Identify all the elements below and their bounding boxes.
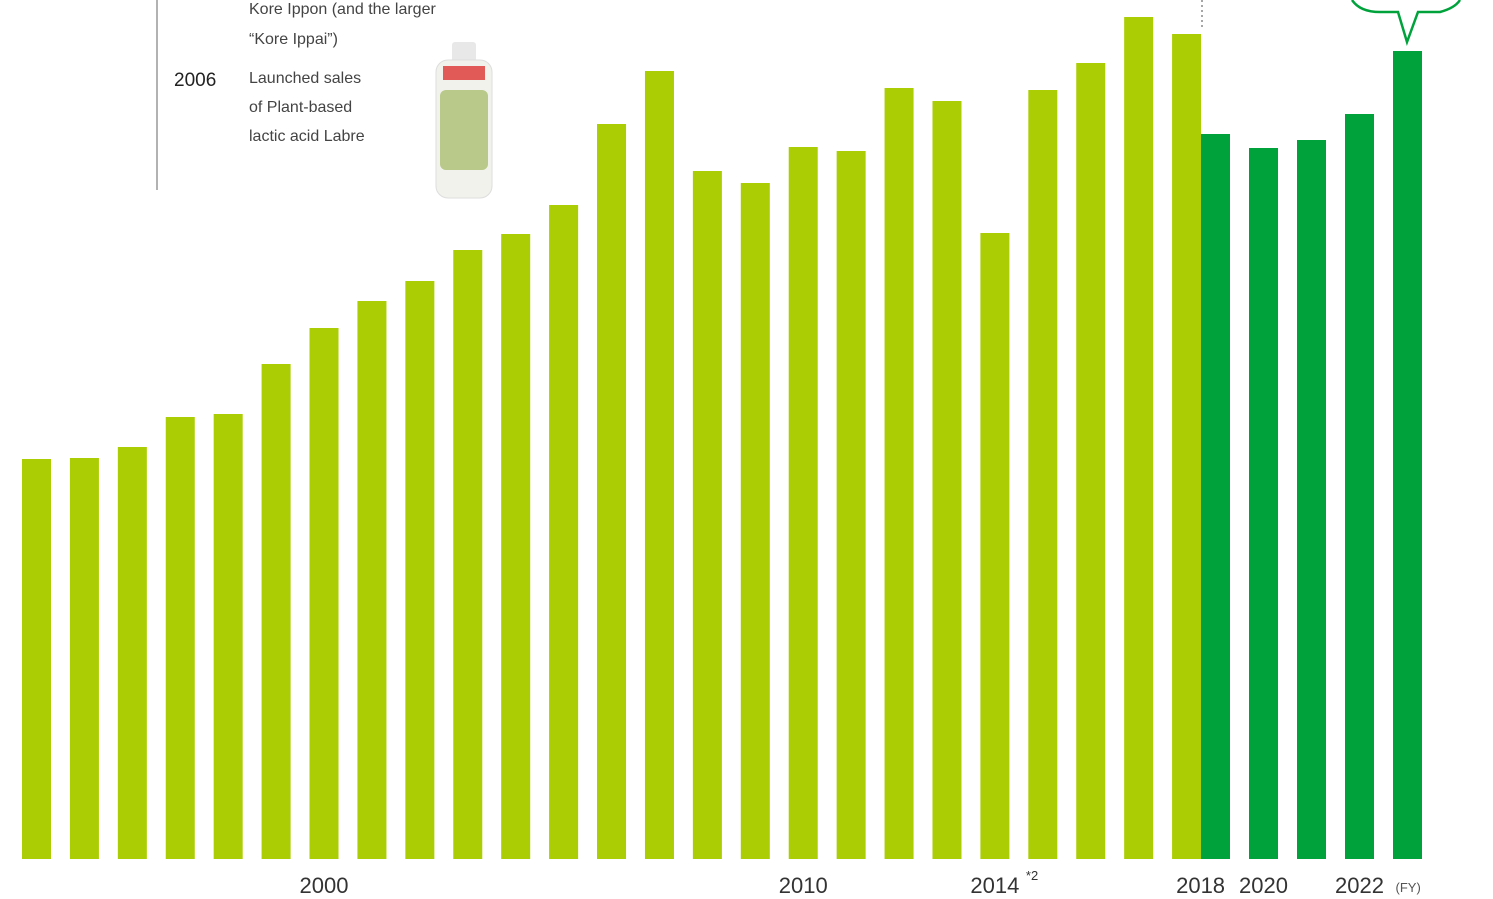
bar xyxy=(740,183,770,859)
bar xyxy=(1297,140,1326,859)
bar xyxy=(884,88,914,859)
bar xyxy=(453,250,483,859)
bar xyxy=(309,328,339,859)
bar xyxy=(1076,63,1106,859)
bar xyxy=(644,71,674,859)
annotation-text: Launched sales xyxy=(249,70,361,87)
annotation-text: lactic acid Labre xyxy=(249,128,365,145)
annotation-text: of Plant-based xyxy=(249,99,352,116)
product-bottle xyxy=(435,42,493,199)
bar xyxy=(69,458,99,859)
x-tick-label: 2022 xyxy=(1335,873,1384,898)
x-tick-label: 2014 xyxy=(970,873,1019,898)
bar xyxy=(501,234,531,859)
bar xyxy=(788,147,818,859)
annotation-text: Kore Ippon (and the larger xyxy=(249,1,436,18)
x-tick-label: 2020 xyxy=(1239,873,1288,898)
bar xyxy=(165,417,195,859)
bar xyxy=(117,447,147,859)
bar xyxy=(597,124,627,859)
annotation-text: “Kore Ippai”) xyxy=(249,31,338,48)
bar xyxy=(357,301,387,859)
x-tick-label: 2000 xyxy=(300,873,349,898)
bar xyxy=(836,151,866,859)
bar xyxy=(22,459,51,859)
speech-bubble xyxy=(1350,0,1462,46)
bar xyxy=(549,205,579,859)
bar xyxy=(213,414,243,859)
bar xyxy=(1124,17,1154,859)
bar xyxy=(1249,148,1278,859)
bar xyxy=(1393,51,1422,859)
footnote-mark: *2 xyxy=(1026,868,1038,883)
bar xyxy=(932,101,962,859)
bar xyxy=(261,364,291,859)
bar xyxy=(1172,34,1202,859)
bar xyxy=(1345,114,1374,859)
bar xyxy=(1201,134,1230,859)
bar xyxy=(405,281,435,859)
x-tick-label: 2010 xyxy=(779,873,828,898)
annotation-year: 2006 xyxy=(174,70,216,91)
x-unit: (FY) xyxy=(1396,880,1421,895)
x-tick-label: 2018 xyxy=(1176,873,1225,898)
bar xyxy=(980,233,1010,859)
bar xyxy=(692,171,722,859)
bar xyxy=(1028,90,1058,859)
